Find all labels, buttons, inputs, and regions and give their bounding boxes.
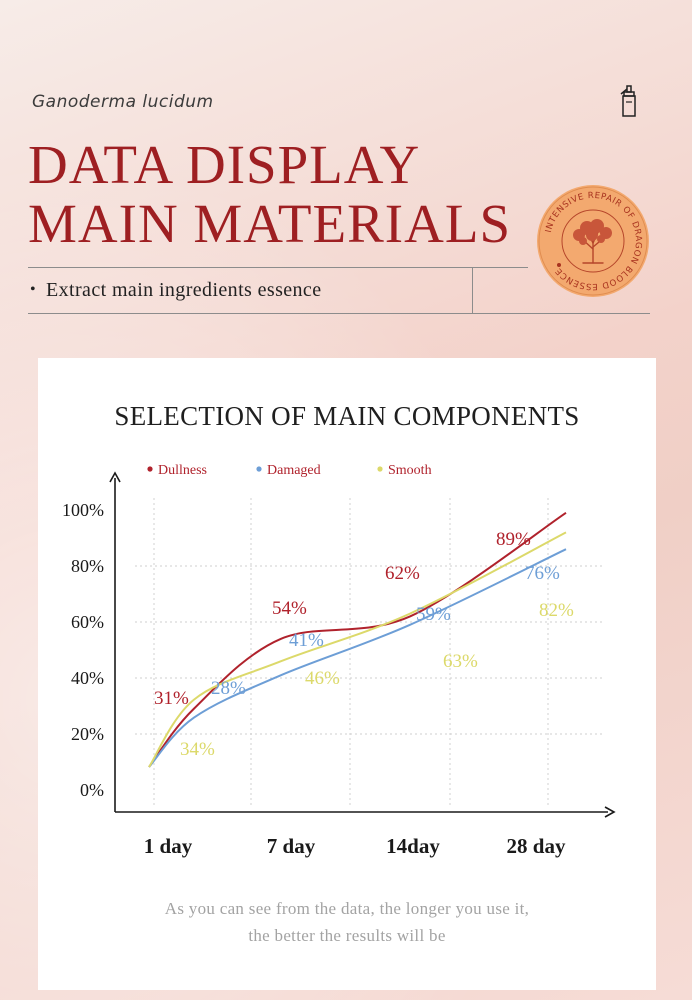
tagline-bullet: •: [30, 281, 37, 298]
legend-item-dullness: Dullness: [147, 463, 207, 478]
y-tick-label: 80%: [71, 556, 104, 576]
series-line-dullness: [148, 511, 567, 768]
chart-series: [148, 511, 567, 768]
data-label-damaged: 41%: [289, 630, 324, 651]
y-tick-label: 100%: [62, 500, 104, 520]
dropper-bottle-icon: [620, 85, 636, 117]
x-tick-label: 28 day: [507, 834, 566, 858]
legend-label-dullness: Dullness: [158, 463, 207, 478]
y-axis-ticks: 100% 80% 60% 40% 20% 0%: [62, 500, 104, 800]
dragon-blood-seal-icon: INTENSIVE REPAIR OF DRAGON BLOOD ESSENCE: [537, 185, 649, 297]
line-chart: SELECTION OF MAIN COMPONENTS Dullness Dam…: [62, 401, 616, 858]
chart-axes: [109, 471, 616, 818]
title-line-1: DATA DISPLAY: [28, 134, 421, 195]
data-label-dullness: 31%: [154, 688, 189, 709]
data-label-smooth: 46%: [305, 668, 340, 689]
footer-line-1: As you can see from the data, the longer…: [164, 899, 530, 918]
x-tick-label: 14day: [386, 834, 440, 858]
data-label-damaged: 76%: [525, 563, 560, 584]
product-subtitle: Ganoderma lucidum: [32, 92, 214, 112]
x-axis-arrow: [604, 806, 616, 818]
footer-line-2: the better the results will be: [248, 926, 446, 945]
y-axis-arrow: [109, 471, 121, 483]
chart-card: SELECTION OF MAIN COMPONENTS Dullness Dam…: [38, 358, 656, 990]
chart-data-labels: 31% 54% 62% 89% 28% 41% 59% 76% 34% 46% 63% 82%: [154, 529, 574, 760]
data-label-smooth: 82%: [539, 600, 574, 621]
data-label-smooth: 34%: [180, 739, 215, 760]
y-tick-label: 40%: [71, 668, 104, 688]
legend-item-damaged: Damaged: [256, 463, 321, 478]
divider-bottom: [28, 313, 650, 314]
series-line-damaged: [148, 548, 567, 768]
legend-label-damaged: Damaged: [267, 463, 321, 478]
title-line-2: MAIN MATERIALS: [28, 193, 512, 254]
x-axis-ticks: 1 day 7 day 14day 28 day: [144, 834, 566, 858]
data-label-damaged: 28%: [211, 678, 246, 699]
chart-legend: Dullness Damaged Smooth: [147, 463, 432, 478]
x-tick-label: 1 day: [144, 834, 193, 858]
legend-dot-damaged: [256, 466, 262, 472]
chart-title: SELECTION OF MAIN COMPONENTS: [114, 401, 579, 431]
legend-label-smooth: Smooth: [388, 463, 432, 478]
divider-vertical: [472, 267, 473, 313]
legend-dot-smooth: [377, 466, 383, 472]
y-tick-label: 0%: [80, 780, 104, 800]
legend-dot-dullness: [147, 466, 153, 472]
data-label-dullness: 89%: [496, 529, 531, 550]
data-label-smooth: 63%: [443, 651, 478, 672]
data-label-dullness: 54%: [272, 598, 307, 619]
x-tick-label: 7 day: [267, 834, 316, 858]
tagline: • Extract main ingredients essence: [30, 279, 322, 302]
page-title: DATA DISPLAY MAIN MATERIALS: [28, 135, 511, 253]
y-tick-label: 60%: [71, 612, 104, 632]
data-label-dullness: 62%: [385, 563, 420, 584]
chart-grid: [135, 498, 603, 806]
data-label-damaged: 59%: [416, 604, 451, 625]
divider-top: [28, 267, 528, 268]
y-tick-label: 20%: [71, 724, 104, 744]
legend-item-smooth: Smooth: [377, 463, 432, 478]
tagline-text: Extract main ingredients essence: [46, 279, 322, 301]
series-line-smooth: [148, 531, 567, 768]
